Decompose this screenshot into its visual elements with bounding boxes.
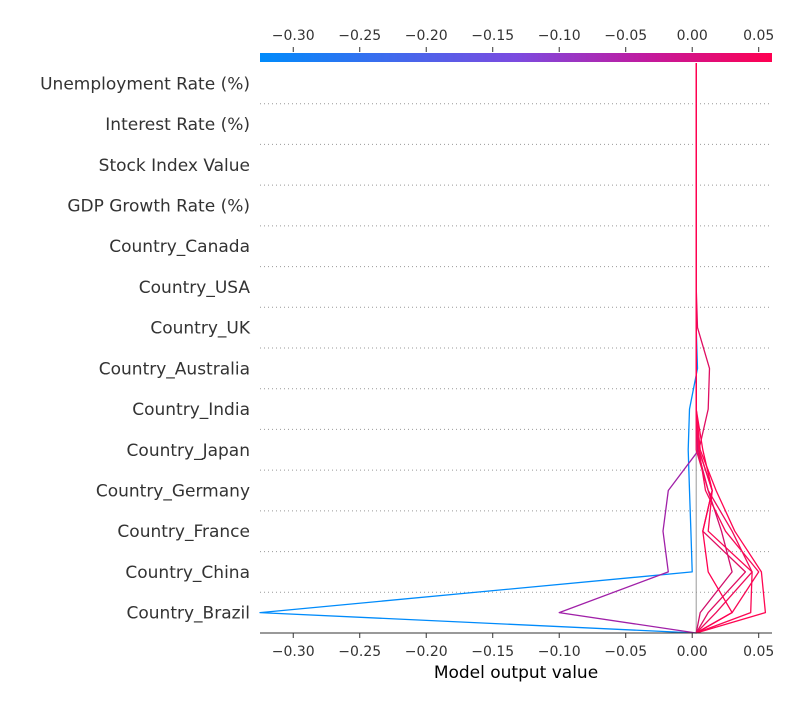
bottom-tick-label: −0.30 xyxy=(272,644,315,660)
top-tick-label: 0.05 xyxy=(743,28,774,44)
feature-label: Interest Rate (%) xyxy=(105,115,250,135)
top-tick-label: −0.10 xyxy=(538,28,581,44)
decision-line-9 xyxy=(695,63,733,634)
top-tick-label: −0.15 xyxy=(471,28,514,44)
feature-gridlines xyxy=(260,103,772,593)
top-tick-label: −0.20 xyxy=(405,28,448,44)
bottom-tick-label: 0.05 xyxy=(743,644,774,660)
bottom-tick-label: −0.05 xyxy=(604,644,647,660)
bottom-tick-label: −0.15 xyxy=(471,644,514,660)
x-axis-title: Model output value xyxy=(434,663,598,683)
top-tick-label: −0.25 xyxy=(338,28,381,44)
feature-label: Country_Brazil xyxy=(127,604,250,624)
feature-label: Country_China xyxy=(125,563,250,583)
feature-label: Country_USA xyxy=(139,278,251,298)
feature-label: Country_Japan xyxy=(127,441,250,461)
top-axis: −0.30 −0.25 −0.20 −0.15 −0.10 −0.05 0.00 0.05 xyxy=(272,28,774,52)
feature-label: Country_UK xyxy=(150,319,250,339)
bottom-tick-label: 0.00 xyxy=(677,644,708,660)
feature-label: Stock Index Value xyxy=(99,156,250,176)
top-tick-label: −0.30 xyxy=(272,28,315,44)
decision-lines xyxy=(259,63,767,634)
bottom-axis: −0.30 −0.25 −0.20 −0.15 −0.10 −0.05 0.00 0.05 xyxy=(260,632,774,660)
decision-line-1 xyxy=(259,63,699,634)
bottom-tick-label: −0.10 xyxy=(538,644,581,660)
feature-label: GDP Growth Rate (%) xyxy=(67,197,250,217)
top-tick-label: 0.00 xyxy=(677,28,708,44)
feature-label: Country_India xyxy=(132,400,250,420)
bottom-tick-label: −0.20 xyxy=(405,644,448,660)
feature-label: Country_Canada xyxy=(109,237,250,257)
feature-label: Country_Australia xyxy=(99,359,250,379)
bottom-tick-label: −0.25 xyxy=(338,644,381,660)
feature-label: Country_France xyxy=(117,522,250,542)
feature-label: Unemployment Rate (%) xyxy=(40,74,250,94)
feature-labels: Unemployment Rate (%) Interest Rate (%) St… xyxy=(40,74,251,623)
decision-line-8 xyxy=(695,63,767,634)
feature-label: Country_Germany xyxy=(96,482,250,502)
colorbar-gradient xyxy=(260,53,772,62)
top-tick-label: −0.05 xyxy=(604,28,647,44)
colorbar xyxy=(260,53,772,62)
